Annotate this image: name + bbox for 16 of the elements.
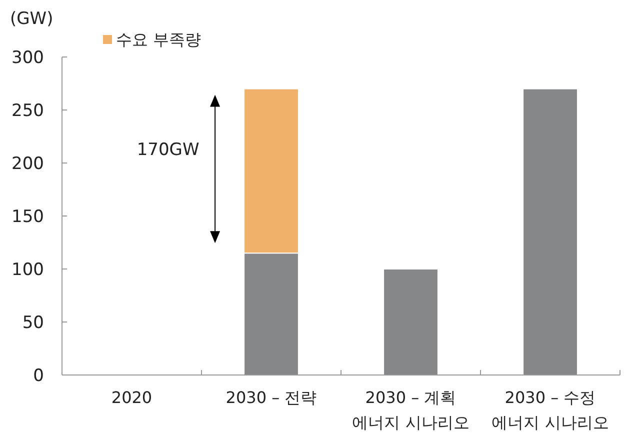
annotation: 170GW	[136, 140, 200, 160]
bar	[383, 268, 438, 376]
x-tick-label: 2030 – 수정 에너지 시나리오	[492, 388, 609, 432]
y-tick-label: 50	[22, 312, 44, 333]
x-tick-label: 2020	[111, 388, 152, 407]
legend-label: 수요 부족량	[116, 30, 202, 49]
bar	[522, 88, 578, 376]
y-tick-label: 100	[12, 260, 44, 280]
x-tick-label: 2030 – 전략	[226, 388, 317, 407]
y-tick-label: 150	[12, 206, 44, 227]
y-axis-title: (GW)	[10, 9, 54, 29]
x-tick-label: 2030 – 계획 에너지 시나리오	[352, 388, 470, 432]
y-tick-label: 200	[12, 154, 44, 174]
y-tick-label: 300	[12, 48, 44, 68]
y-tick-label: 250	[12, 100, 44, 121]
y-tick-label: 0	[33, 366, 44, 386]
